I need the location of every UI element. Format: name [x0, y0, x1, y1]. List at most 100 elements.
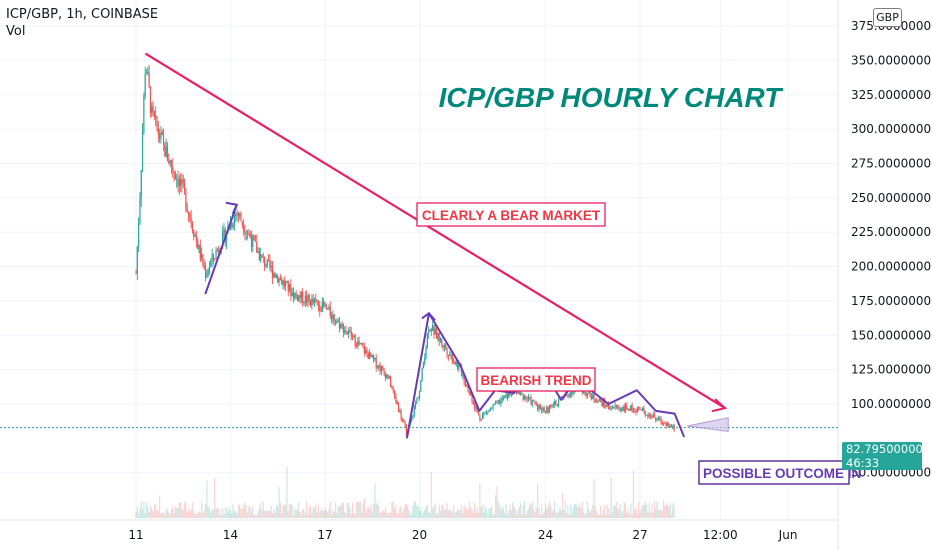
- volume-bar: [404, 504, 406, 518]
- volume-bar: [329, 501, 331, 518]
- volume-bar: [481, 504, 484, 518]
- candle-body: [223, 229, 225, 233]
- volume-bar: [396, 513, 398, 518]
- volume-bar: [438, 505, 440, 518]
- candle-body: [197, 240, 199, 250]
- candle-body: [484, 412, 486, 414]
- volume-bar: [281, 513, 283, 518]
- candle-body: [439, 338, 442, 342]
- candle-body: [606, 403, 608, 407]
- candle-body: [590, 395, 593, 400]
- symbol-title[interactable]: ICP/GBP, 1h, COINBASE: [6, 7, 159, 22]
- volume-bar: [530, 504, 532, 518]
- candle-body: [281, 279, 283, 285]
- candle-body: [345, 330, 347, 332]
- candle-body: [416, 398, 418, 404]
- candle-body: [341, 323, 343, 325]
- candle-body: [605, 405, 607, 407]
- volume-bar: [516, 513, 518, 518]
- volume-bar: [193, 511, 195, 518]
- candle-body: [551, 404, 553, 407]
- volume-bar: [475, 511, 477, 518]
- candle-body: [279, 278, 281, 280]
- volume-bar: [673, 505, 675, 518]
- candle-body: [481, 415, 484, 420]
- candle-body: [210, 261, 212, 267]
- volume-bar: [349, 507, 351, 518]
- candle-body: [568, 394, 570, 397]
- candle-body: [148, 72, 150, 87]
- volume-bar: [455, 511, 457, 518]
- candle-body: [287, 280, 289, 292]
- volume-bar: [321, 510, 323, 518]
- volume-bar: [308, 507, 310, 518]
- volume-bar: [617, 508, 619, 518]
- volume-bar: [464, 508, 467, 518]
- volume-bar: [243, 505, 245, 518]
- volume-bar: [657, 510, 659, 518]
- currency-badge[interactable]: GBP: [873, 8, 902, 27]
- bearish-trend-label: BEARISH TREND: [480, 373, 591, 388]
- candle-body: [372, 355, 375, 360]
- volume-bar: [155, 504, 157, 518]
- candle-body: [211, 254, 213, 262]
- candle-body: [350, 331, 352, 337]
- candle-body: [218, 249, 220, 252]
- candle-body: [609, 407, 611, 410]
- volume-bar: [550, 504, 552, 518]
- candle-body: [164, 142, 166, 157]
- volume-bar: [148, 511, 150, 518]
- candle-body: [180, 179, 182, 186]
- candle-body: [672, 425, 674, 427]
- candle-body: [290, 284, 292, 296]
- volume-bar: [647, 511, 649, 518]
- candle-body: [598, 399, 600, 401]
- candle-body: [307, 295, 309, 303]
- volume-bar: [519, 502, 522, 518]
- volume-bar: [354, 514, 356, 518]
- volume-bar: [668, 506, 670, 518]
- volume-bar: [366, 508, 368, 518]
- volume-bar: [615, 501, 617, 518]
- volume-bar: [521, 513, 523, 518]
- candle-body: [463, 375, 465, 383]
- volume-bar: [327, 512, 329, 518]
- candle-body: [454, 362, 456, 365]
- candle-body: [670, 425, 673, 427]
- candle-body: [525, 396, 527, 399]
- candle-body: [434, 328, 436, 335]
- candle-body: [404, 422, 406, 426]
- candle-body: [177, 178, 179, 187]
- volume-bar: [623, 502, 625, 518]
- candle-body: [161, 131, 163, 135]
- volume-bar: [638, 501, 640, 518]
- volume-bar: [320, 508, 322, 518]
- volume-bar: [426, 504, 428, 518]
- volume-bar: [609, 514, 611, 518]
- volume-bar: [319, 512, 321, 518]
- bear-market-label: CLEARLY A BEAR MARKET: [422, 208, 601, 223]
- volume-bar: [207, 507, 209, 518]
- candle-body: [622, 406, 624, 411]
- candle-body: [365, 349, 367, 354]
- volume-bar: [453, 504, 455, 518]
- volume-indicator-label[interactable]: Vol: [6, 24, 26, 39]
- volume-bar: [439, 510, 442, 518]
- volume-bar: [219, 514, 221, 518]
- time-tick-label: 17: [317, 528, 332, 542]
- candle-body: [571, 392, 573, 395]
- price-tick-label: 100.00000000: [851, 397, 932, 411]
- candle-body: [412, 415, 414, 417]
- candle-body: [401, 418, 404, 421]
- candle-body: [160, 131, 162, 139]
- volume-bar: [317, 504, 320, 518]
- candle-body: [390, 376, 392, 387]
- candle-body: [661, 422, 663, 424]
- candle-body: [156, 115, 158, 128]
- volume-bar: [359, 501, 362, 518]
- volume-bar: [291, 504, 293, 518]
- time-tick-label: 14: [223, 528, 238, 542]
- volume-bar: [269, 510, 271, 518]
- time-tick-label: Jun: [778, 528, 798, 542]
